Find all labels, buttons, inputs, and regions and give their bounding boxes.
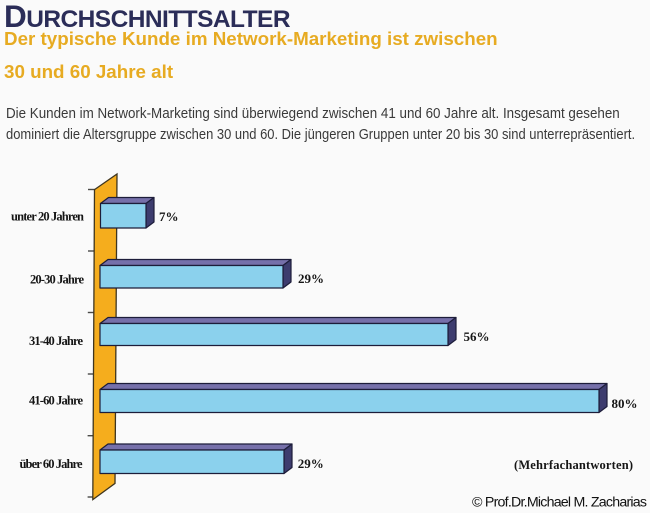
svg-text:© Prof.Dr.Michael M. Zacharias: © Prof.Dr.Michael M. Zacharias bbox=[472, 495, 647, 511]
svg-text:über 60 Jahre: über 60 Jahre bbox=[20, 457, 83, 471]
svg-text:41-60 Jahre: 41-60 Jahre bbox=[29, 394, 83, 408]
svg-text:29%: 29% bbox=[298, 456, 324, 471]
svg-text:20-30 Jahre: 20-30 Jahre bbox=[30, 273, 84, 287]
svg-text:80%: 80% bbox=[612, 396, 638, 411]
svg-text:unter 20 Jahren: unter 20 Jahren bbox=[11, 210, 84, 224]
svg-text:(Mehrfachantworten): (Mehrfachantworten) bbox=[514, 458, 633, 472]
svg-text:56%: 56% bbox=[464, 329, 490, 344]
svg-text:29%: 29% bbox=[298, 271, 324, 286]
svg-text:31-40 Jahre: 31-40 Jahre bbox=[29, 334, 83, 348]
svg-text:7%: 7% bbox=[159, 209, 179, 224]
